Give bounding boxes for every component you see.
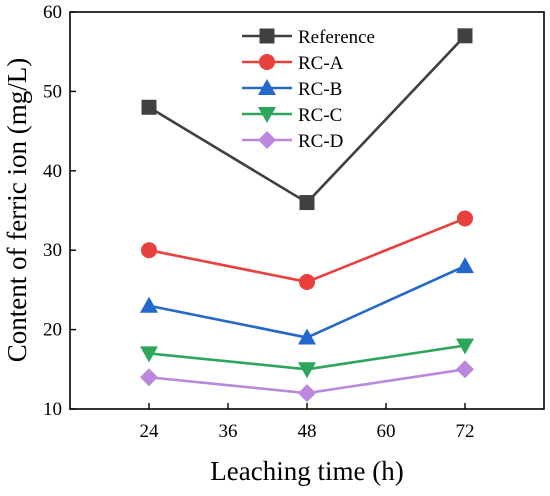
data-point-rc-d <box>456 360 474 379</box>
legend-marker-reference <box>259 28 275 44</box>
x-tick-label: 48 <box>298 421 317 442</box>
data-point-reference <box>141 99 157 115</box>
legend-label-rc-c: RC-C <box>298 105 342 126</box>
y-tick-label: 40 <box>43 161 62 182</box>
legend: Reference RC-A RC-B RC-C RC-D <box>242 27 375 152</box>
x-tick-label: 24 <box>140 421 160 442</box>
legend-label-reference: Reference <box>298 27 375 48</box>
data-point-reference <box>457 28 473 44</box>
data-point-rc-c <box>140 346 158 363</box>
x-axis-label: Leaching time (h) <box>210 456 403 486</box>
data-point-rc-c <box>456 338 474 355</box>
y-tick-label: 10 <box>43 399 62 420</box>
y-tick-label: 20 <box>43 320 62 341</box>
data-point-rc-b <box>140 296 158 313</box>
series-line-rc-a <box>148 217 466 284</box>
legend-marker-rc-a <box>259 54 275 70</box>
legend-marker-rc-c <box>258 107 276 123</box>
y-tick-label: 60 <box>43 2 62 23</box>
x-tick-label: 60 <box>377 421 396 442</box>
legend-label-rc-b: RC-B <box>298 79 342 100</box>
x-tick-label: 72 <box>456 421 475 442</box>
data-point-reference <box>299 195 315 211</box>
y-tick-label: 50 <box>43 81 62 102</box>
legend-marker-rc-b <box>258 79 276 95</box>
y-tick-label: 30 <box>43 240 62 261</box>
x-tick-label: 36 <box>219 421 238 442</box>
legend-label-rc-d: RC-D <box>298 131 343 152</box>
data-point-rc-b <box>298 328 316 345</box>
data-point-rc-d <box>140 368 158 387</box>
legend-label-rc-a: RC-A <box>298 53 344 74</box>
y-axis-label: Content of ferric ion (mg/L) <box>2 58 32 362</box>
data-point-rc-b <box>456 257 474 274</box>
data-point-rc-c <box>298 362 316 379</box>
axis-ticks: 24 36 48 60 72 10 20 30 40 50 60 <box>43 2 475 442</box>
series-layer <box>140 28 474 403</box>
legend-marker-rc-d <box>258 131 276 149</box>
data-point-rc-a <box>457 210 473 227</box>
data-point-rc-d <box>298 384 316 403</box>
data-point-rc-a <box>299 273 315 290</box>
data-point-rc-a <box>141 242 157 259</box>
